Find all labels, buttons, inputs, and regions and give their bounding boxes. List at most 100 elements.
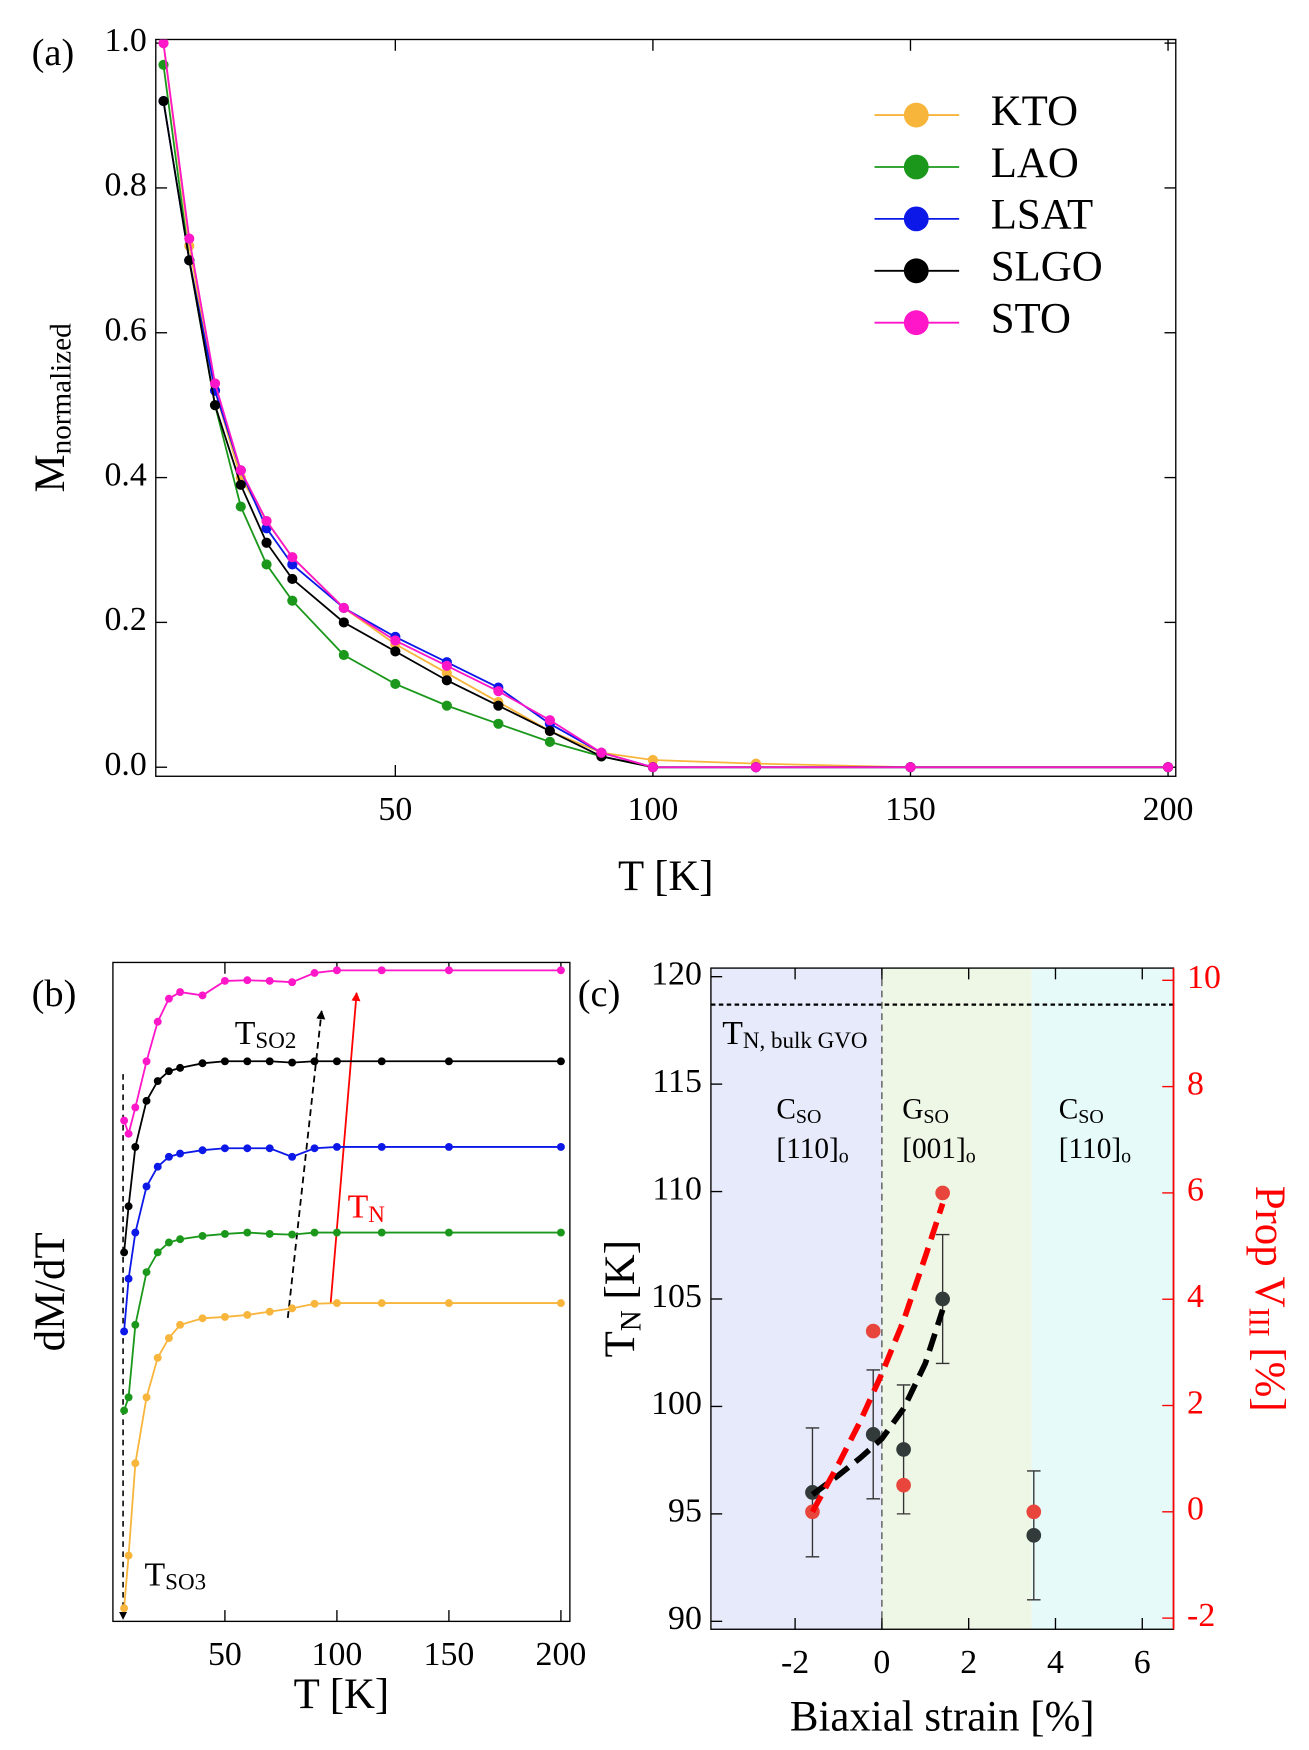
data-point — [444, 1228, 453, 1237]
y-axis-label-part: T — [597, 1331, 644, 1357]
panel-label: (b) — [32, 973, 77, 1015]
panel-label: (c) — [578, 973, 621, 1015]
y-tick-label: 120 — [651, 955, 702, 992]
data-point — [935, 1185, 950, 1201]
data-point — [142, 1182, 151, 1191]
data-point — [220, 1144, 229, 1153]
region-label-part: C — [776, 1093, 796, 1125]
x-tick-label: 200 — [1143, 791, 1194, 828]
data-point — [288, 1058, 297, 1067]
series-line — [162, 42, 1169, 769]
data-point — [750, 762, 762, 773]
y-tick-label: 1.0 — [104, 22, 146, 59]
data-point — [338, 617, 349, 628]
data-point — [131, 1103, 140, 1112]
data-point — [120, 1406, 129, 1415]
data-point — [153, 1248, 162, 1257]
data-point — [444, 1057, 453, 1066]
data-point — [338, 602, 349, 613]
data-point — [865, 1323, 881, 1339]
y-tick-label: 0.6 — [104, 312, 146, 349]
data-point — [131, 1228, 140, 1237]
legend-marker — [903, 154, 929, 180]
data-point — [220, 1312, 229, 1321]
y2-tick-label: -2 — [1187, 1597, 1215, 1634]
data-point — [164, 1152, 173, 1161]
region-label-part: G — [902, 1093, 923, 1125]
x-axis-label: T [K] — [618, 853, 714, 900]
arrow — [286, 1010, 326, 1318]
annotation: TSO2 — [235, 1015, 297, 1054]
legend-marker — [903, 310, 929, 336]
data-point — [243, 1311, 252, 1319]
data-point — [288, 1152, 297, 1161]
data-point — [390, 678, 401, 690]
data-point — [235, 465, 246, 476]
y-axis-label: Mnormalized — [27, 323, 77, 493]
legend-marker — [903, 206, 929, 232]
y-axis-label-part: N — [615, 1310, 647, 1331]
data-point — [164, 1067, 173, 1076]
data-point — [131, 1459, 140, 1468]
data-point — [265, 976, 274, 985]
y-axis-label-part: dM/dT — [27, 1232, 74, 1351]
plot-frame — [112, 961, 571, 1623]
data-point — [142, 1057, 151, 1066]
legend-label: SLGO — [991, 244, 1103, 291]
data-point — [441, 675, 452, 686]
legend-marker — [903, 258, 929, 284]
data-point — [544, 736, 555, 747]
y-tick-label: 0.8 — [104, 167, 146, 204]
data-point — [124, 1274, 133, 1283]
data-point — [198, 991, 207, 1000]
data-point — [493, 686, 504, 697]
data-point — [220, 976, 229, 985]
data-point — [493, 700, 504, 711]
region-label-part: SO — [796, 1105, 822, 1127]
data-point — [444, 1142, 453, 1151]
data-point — [332, 1057, 341, 1066]
region-label: CSO — [1059, 1093, 1104, 1127]
data-point — [265, 1229, 274, 1238]
panel-label: (a) — [32, 32, 75, 74]
region-label-part: [110] — [776, 1133, 838, 1165]
data-point — [164, 1238, 173, 1247]
data-point — [310, 969, 319, 977]
region-label-part: SO — [1078, 1105, 1104, 1127]
series-line — [123, 969, 561, 1137]
x-tick-label: 100 — [628, 791, 679, 828]
y-tick-label: 95 — [668, 1493, 702, 1530]
data-point — [124, 1202, 133, 1211]
y2-tick-label: 10 — [1187, 959, 1221, 996]
data-point — [896, 1442, 911, 1457]
annotation-part: T — [145, 1556, 166, 1593]
plot-area — [805, 1185, 1042, 1601]
y-tick-label: 0.4 — [104, 456, 146, 493]
data-point — [153, 1077, 162, 1085]
data-point — [120, 1327, 129, 1336]
y-tick-label: 100 — [651, 1385, 702, 1422]
y2-tick-label: 4 — [1187, 1278, 1204, 1315]
data-point — [288, 1230, 297, 1239]
data-point — [261, 515, 272, 527]
data-point — [261, 537, 272, 548]
data-point — [310, 1299, 319, 1308]
data-point — [265, 1307, 274, 1316]
y-tick-label: 115 — [652, 1063, 702, 1100]
data-point — [209, 378, 221, 389]
data-point — [390, 635, 401, 646]
y2-tick-label: 8 — [1187, 1065, 1204, 1102]
y-axis-label: TN [K] — [597, 1240, 647, 1357]
legend-label: LSAT — [991, 192, 1093, 239]
data-point — [142, 1096, 151, 1105]
data-point — [441, 700, 452, 711]
y-tick-label: 0.2 — [104, 601, 146, 638]
data-point — [243, 976, 252, 985]
data-point — [377, 1057, 386, 1066]
x-axis-label: Biaxial strain [%] — [790, 1694, 1095, 1741]
region-label-part: [110] — [1059, 1133, 1121, 1165]
plot-area — [158, 39, 1174, 773]
data-point — [265, 1144, 274, 1153]
